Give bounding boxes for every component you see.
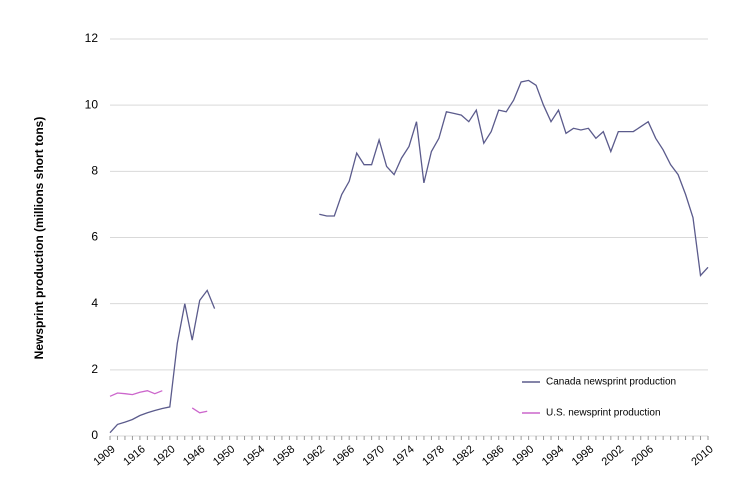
x-tick-label: 1958: [271, 443, 297, 468]
x-tick-label: 1974: [390, 443, 416, 468]
legend-label: U.S. newsprint production: [546, 408, 661, 419]
y-tick-label: 12: [85, 31, 99, 45]
y-tick-label: 4: [91, 296, 98, 310]
y-tick-label: 0: [91, 428, 98, 442]
x-tick-label: 2010: [689, 443, 715, 468]
y-tick-label: 6: [91, 230, 98, 244]
x-tick-label: 1990: [510, 443, 536, 468]
x-tick-label: 1916: [121, 443, 147, 468]
x-tick-label: 1994: [540, 443, 566, 468]
x-tick-label: 1954: [241, 443, 267, 468]
x-tick-label: 1986: [480, 443, 506, 468]
series-line: [109, 390, 208, 414]
x-tick-label: 1970: [360, 443, 386, 468]
legend-label: Canada newsprint production: [546, 377, 676, 388]
x-tick-label: 1962: [301, 443, 327, 468]
y-tick-label: 8: [91, 164, 98, 178]
y-axis-label: Newsprint production (millions short ton…: [32, 117, 46, 360]
y-tick-label: 2: [91, 362, 98, 376]
series-line: [109, 79, 709, 434]
x-tick-label: 2006: [630, 443, 656, 468]
x-tick-label: 1920: [151, 443, 177, 468]
x-tick-label: 1998: [570, 443, 596, 468]
x-tick-label: 2002: [600, 443, 626, 468]
x-tick-label: 1950: [211, 443, 237, 468]
x-tick-label: 1909: [91, 443, 117, 468]
x-tick-label: 1978: [420, 443, 446, 468]
y-tick-label: 10: [85, 97, 99, 111]
x-tick-label: 1982: [450, 443, 476, 468]
x-tick-label: 1946: [181, 443, 207, 468]
x-tick-label: 1966: [331, 443, 357, 468]
